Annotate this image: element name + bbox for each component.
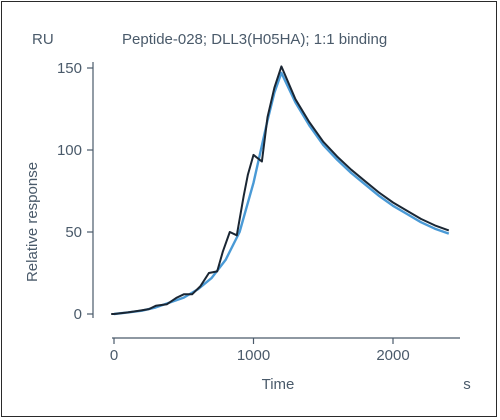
y-unit-label: RU — [32, 31, 54, 48]
series-line-fit — [113, 71, 450, 316]
y-tick-label: 150 — [57, 60, 82, 77]
x-axis-label: Time — [262, 376, 295, 393]
y-axis-label: Relative response — [24, 162, 41, 282]
x-unit-label: s — [463, 376, 471, 393]
series-line-measured — [111, 65, 450, 315]
x-tick-label: 1000 — [237, 347, 270, 364]
x-tick-label: 2000 — [376, 347, 409, 364]
y-tick-label: 0 — [74, 306, 82, 323]
y-tick-label: 100 — [57, 142, 82, 159]
axis-ticks: 0 50 100 150 0 1000 2000 — [57, 60, 410, 364]
x-tick-label: 0 — [110, 347, 118, 364]
chart-title: Peptide-028; DLL3(H05HA); 1:1 binding — [122, 31, 387, 48]
y-tick-label: 50 — [65, 224, 82, 241]
data-series — [111, 65, 450, 316]
